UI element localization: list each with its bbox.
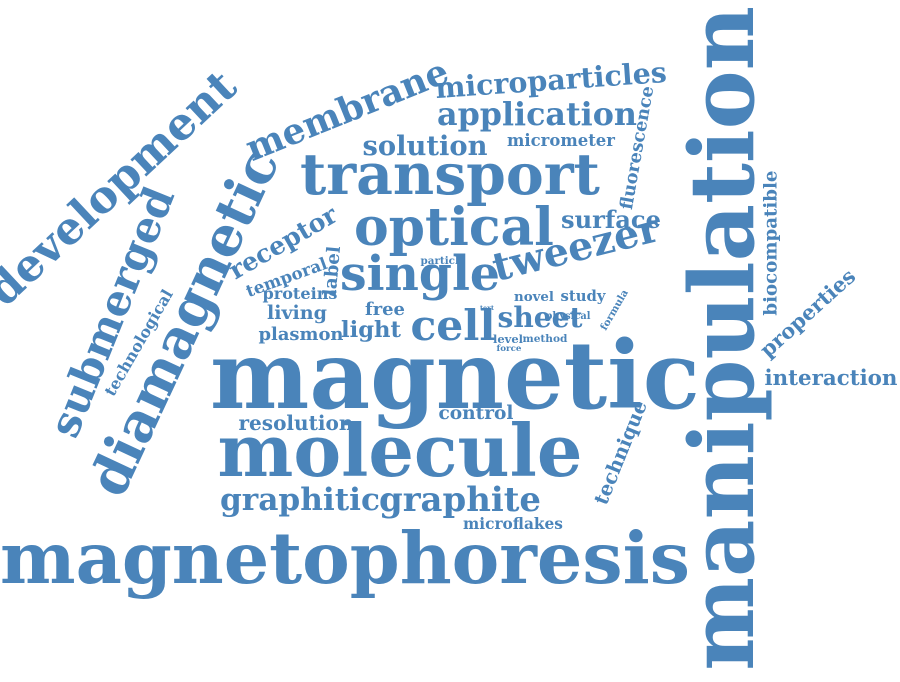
word-solution: solution <box>362 129 488 162</box>
word-control: control <box>438 402 514 424</box>
word-light: light <box>341 316 401 343</box>
word-plasmon: plasmon <box>258 324 344 345</box>
word-application: application <box>437 96 637 133</box>
word-molecule: molecule <box>217 409 583 493</box>
word-study: study <box>560 287 606 305</box>
word-transport: transport <box>300 141 600 208</box>
word-biocompatible: biocompatible <box>759 170 781 316</box>
word-interaction: interaction <box>764 365 898 391</box>
word-graphitic: graphitic <box>220 481 380 518</box>
word-micrometer: micrometer <box>507 131 615 150</box>
word-single: single <box>340 246 500 302</box>
word-magnetophoresis: magnetophoresis <box>0 515 690 600</box>
word-proteins: proteins <box>262 284 338 303</box>
word-resolution: resolution <box>238 411 354 435</box>
word-surface: surface <box>561 205 661 234</box>
word-force: force <box>496 343 522 354</box>
word-cell: cell <box>410 300 496 350</box>
word-optical: optical <box>354 197 554 258</box>
word-living: living <box>267 301 327 324</box>
word-text: text <box>480 303 494 312</box>
word-novel: novel <box>514 288 554 305</box>
word-physical: physical <box>545 311 591 322</box>
word-microflakes: microflakes <box>463 514 563 533</box>
word-sheet: sheet <box>497 301 583 334</box>
word-graphite: graphite <box>379 479 541 519</box>
word-level: level <box>493 331 523 346</box>
word-magnetic: magnetic <box>210 321 700 431</box>
word-particle: particle <box>420 255 466 267</box>
word-free: free <box>365 299 405 320</box>
word-method: method <box>522 332 568 345</box>
